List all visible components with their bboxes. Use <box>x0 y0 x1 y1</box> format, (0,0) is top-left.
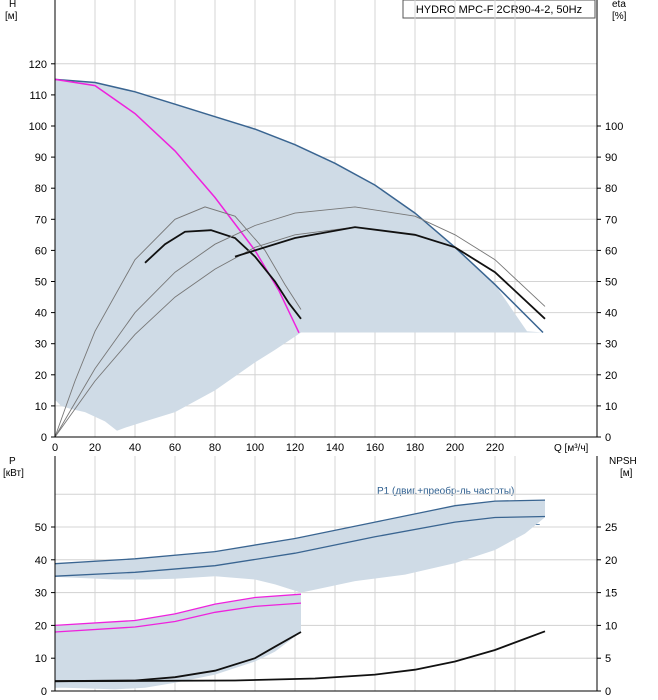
title-box: HYDRO MPC-F 2CR90-4-2, 50Hz <box>402 0 596 19</box>
bottom-band-multi <box>55 500 545 593</box>
top-right-axis-label: eta <box>612 0 626 10</box>
top-y2-tick-2: 20 <box>605 370 617 382</box>
top-series-eta-multi-upper <box>54 206 546 438</box>
top-y2-tick-5: 50 <box>605 277 617 289</box>
head-efficiency-panel: 0 10 20 30 40 50 60 70 80 90 100 110 120 0 10 20 30 40 50 6… <box>29 0 623 454</box>
bottom-y-tick-2: 20 <box>35 620 47 632</box>
top-y-tick-5: 50 <box>35 277 47 289</box>
power-npsh-panel: 0 10 20 30 40 50 0 5 10 15 20 25 <box>35 456 617 698</box>
top-x-tick-10: 200 <box>446 442 464 454</box>
top-x-tick-1: 20 <box>89 442 101 454</box>
bottom-right-axis-label: NPSH <box>609 456 637 467</box>
top-x-tick-4: 80 <box>209 442 221 454</box>
top-series-head-single <box>54 78 300 334</box>
top-y-tick-12: 120 <box>29 59 47 71</box>
bottom-series-P1-single <box>54 593 302 627</box>
bottom-y2-tick-5: 25 <box>605 522 617 534</box>
bottom-series-NPSH-multi <box>54 630 546 683</box>
bottom-y2-tick-4: 20 <box>605 555 617 567</box>
top-y2-tick-9: 90 <box>605 152 617 164</box>
top-left-axis-unit: [м] <box>5 11 18 22</box>
top-y-tick-2: 20 <box>35 370 47 382</box>
top-y-tick-1: 10 <box>35 401 47 413</box>
top-x-tick-3: 60 <box>169 442 181 454</box>
top-series-eta-single <box>144 229 302 320</box>
top-x-tick-8: 160 <box>366 442 384 454</box>
top-y2-tick-4: 40 <box>605 308 617 320</box>
top-x-tick-0: 0 <box>52 442 58 454</box>
bottom-series-P1-multi <box>54 499 546 565</box>
top-y2-tick-3: 30 <box>605 339 617 351</box>
bottom-left-axis-unit: [кВт] <box>3 468 24 479</box>
bottom-y-tick-1: 10 <box>35 653 47 665</box>
bottom-y2-tick-1: 5 <box>605 653 611 665</box>
top-y-tick-0: 0 <box>41 432 47 444</box>
top-x-tick-9: 180 <box>406 442 424 454</box>
bottom-y2-tick-0: 0 <box>605 686 611 698</box>
bottom-band-single <box>55 594 301 690</box>
top-x-tick-2: 40 <box>129 442 141 454</box>
top-x-tick-6: 120 <box>286 442 304 454</box>
top-y-tick-11: 110 <box>29 90 47 102</box>
top-series-eta-multi-left <box>54 226 356 438</box>
bottom-right-axis-unit: [м] <box>620 468 633 479</box>
bottom-y-tick-5: 50 <box>35 522 47 534</box>
top-y-tick-6: 60 <box>35 245 47 257</box>
chart-title: HYDRO MPC-F 2CR90-4-2, 50Hz <box>416 4 582 16</box>
p1-series-label: P1 (двиг.+преобр-ль частоты) <box>377 485 514 497</box>
x-axis-label: Q [м³/ч] <box>554 443 589 454</box>
top-y2-tick-1: 10 <box>605 401 617 413</box>
bottom-y-tick-0: 0 <box>41 686 47 698</box>
bottom-y2-tick-3: 15 <box>605 588 617 600</box>
top-y-tick-8: 80 <box>35 183 47 195</box>
bottom-y-tick-4: 40 <box>35 555 47 567</box>
top-y2-tick-0: 0 <box>605 432 611 444</box>
bottom-y-tick-3: 30 <box>35 588 47 600</box>
top-x-tick-5: 100 <box>246 442 264 454</box>
top-y-tick-3: 30 <box>35 339 47 351</box>
bottom-y2-tick-2: 10 <box>605 620 617 632</box>
top-series-eta-single-upper <box>54 206 302 438</box>
bottom-series-P2-single <box>54 602 302 633</box>
top-y-tick-10: 100 <box>29 121 47 133</box>
top-y2-tick-8: 80 <box>605 183 617 195</box>
top-y-tick-7: 70 <box>35 214 47 226</box>
top-series-eta-multi <box>234 226 546 320</box>
top-operating-band <box>55 79 543 431</box>
top-y2-tick-6: 60 <box>605 245 617 257</box>
top-right-axis-unit: [%] <box>612 11 627 22</box>
top-y2-tick-10: 100 <box>605 121 623 133</box>
top-y2-tick-7: 70 <box>605 214 617 226</box>
top-y-tick-9: 90 <box>35 152 47 164</box>
top-left-axis-label: H <box>9 0 16 10</box>
bottom-series-P2-multi <box>54 515 546 577</box>
top-x-tick-7: 140 <box>326 442 344 454</box>
top-x-tick-11: 220 <box>486 442 504 454</box>
bottom-left-axis-label: P <box>9 456 16 467</box>
top-y-tick-4: 40 <box>35 308 47 320</box>
